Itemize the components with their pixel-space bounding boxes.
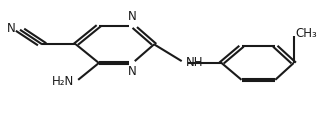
Text: NH: NH xyxy=(186,56,204,70)
Text: N: N xyxy=(7,22,16,35)
Text: H₂N: H₂N xyxy=(52,75,74,88)
Text: N: N xyxy=(128,65,137,78)
Text: CH₃: CH₃ xyxy=(295,27,317,40)
Text: N: N xyxy=(128,10,137,23)
